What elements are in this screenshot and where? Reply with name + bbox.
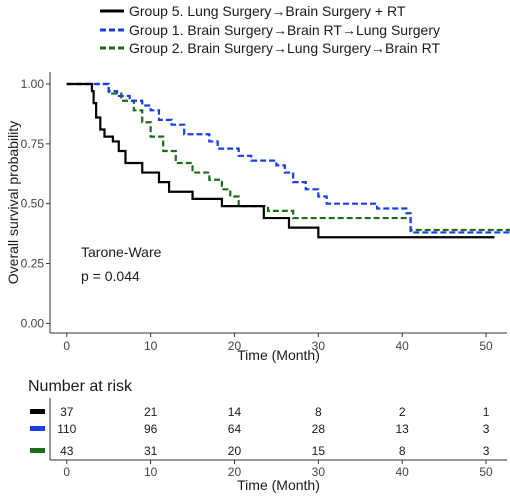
x-tick-label: 0 <box>63 339 70 353</box>
risk-table-cell: 21 <box>144 405 158 419</box>
risk-table-cell: 64 <box>228 422 242 436</box>
x-tick-label: 20 <box>228 339 242 353</box>
risk-table-cell: 110 <box>57 422 76 436</box>
risk-row-color-key <box>30 426 45 431</box>
y-tick-label: 1.00 <box>21 77 45 91</box>
risk-table-cell: 15 <box>312 444 326 458</box>
y-axis-label: Overall survival probability <box>5 121 21 284</box>
risk-x-tick-label: 40 <box>396 465 410 479</box>
risk-x-axis-label: Time (Month) <box>237 477 320 493</box>
risk-table-cell: 28 <box>312 422 326 436</box>
legend-label: Group 5. Lung Surgery→Brain Surgery + RT <box>129 3 406 19</box>
risk-table-cell: 3 <box>483 444 490 458</box>
risk-table-cell: 8 <box>399 444 406 458</box>
survival-curve <box>66 82 495 239</box>
risk-x-tick-label: 50 <box>479 465 493 479</box>
risk-table-cell: 43 <box>60 444 74 458</box>
risk-x-tick-label: 10 <box>144 465 158 479</box>
x-tick-label: 10 <box>144 339 158 353</box>
risk-table-cell: 3 <box>483 422 490 436</box>
x-axis-label: Time (Month) <box>237 347 320 363</box>
y-tick-label: 0.25 <box>21 257 45 271</box>
risk-table-cell: 20 <box>228 444 242 458</box>
risk-table-title: Number at risk <box>28 378 133 395</box>
x-tick-label: 30 <box>312 339 326 353</box>
risk-x-tick-label: 20 <box>228 465 242 479</box>
risk-table-cell: 14 <box>228 405 242 419</box>
risk-table-cell: 13 <box>396 422 410 436</box>
risk-table-cell: 8 <box>315 405 322 419</box>
y-tick-label: 0.00 <box>21 316 45 330</box>
risk-table-cell: 96 <box>144 422 158 436</box>
legend-label: Group 1. Brain Surgery→Brain RT→Lung Sur… <box>129 22 440 38</box>
p-value-annotation: p = 0.044 <box>81 268 140 284</box>
risk-table-cell: 1 <box>483 405 490 419</box>
risk-row-color-key <box>30 448 45 453</box>
y-tick-label: 0.50 <box>21 197 45 211</box>
risk-x-tick-label: 0 <box>63 465 70 479</box>
x-tick-label: 50 <box>479 339 493 353</box>
survival-curve <box>66 82 510 234</box>
risk-table-cell: 31 <box>144 444 158 458</box>
survival-curve <box>66 82 510 232</box>
risk-row-color-key <box>30 409 45 414</box>
x-tick-label: 40 <box>396 339 410 353</box>
legend-label: Group 2. Brain Surgery→Lung Surgery→Brai… <box>129 40 440 56</box>
test-name-annotation: Tarone-Ware <box>81 244 162 260</box>
risk-x-tick-label: 30 <box>312 465 326 479</box>
y-tick-label: 0.75 <box>21 137 45 151</box>
risk-table-cell: 2 <box>399 405 406 419</box>
risk-table-cell: 37 <box>60 405 74 419</box>
